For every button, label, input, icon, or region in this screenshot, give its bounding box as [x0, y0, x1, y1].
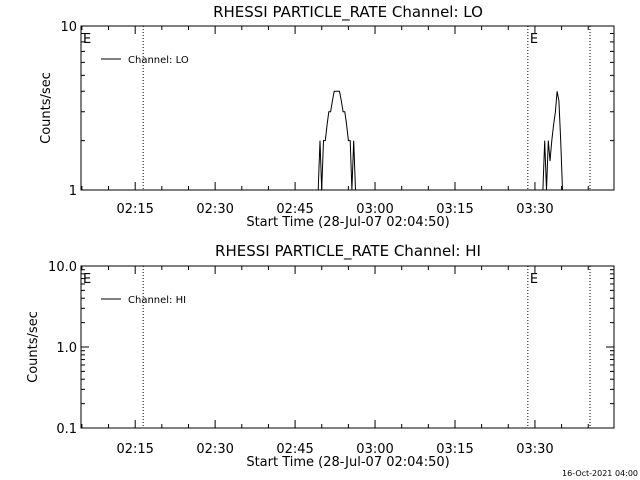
- chart-title: RHESSI PARTICLE_RATE Channel: LO: [213, 3, 483, 22]
- x-tick-label: 03:15: [436, 202, 473, 217]
- x-tick-label: 03:30: [516, 202, 553, 217]
- plot-frame: [80, 265, 615, 429]
- event-marker-label: E: [530, 32, 538, 47]
- event-marker-label: E: [83, 272, 91, 287]
- legend-label: Channel: LO: [128, 55, 189, 66]
- y-tick-label: 1: [69, 184, 77, 199]
- x-tick-label: 02:30: [196, 202, 233, 217]
- series-group: [317, 90, 566, 191]
- event-marker-label: E: [530, 272, 538, 287]
- x-tick-label: 02:45: [276, 202, 313, 217]
- y-axis-label: Counts/sec: [39, 72, 54, 144]
- chart-title: RHESSI PARTICLE_RATE Channel: HI: [215, 242, 481, 261]
- axis-ticks: 02:15 02:30 02:45 03:00 03:15 03:30 0.1 1.0 10.0: [48, 260, 614, 457]
- x-tick-label: 03:00: [356, 442, 393, 457]
- x-tick-label: 03:00: [356, 202, 393, 217]
- footer-timestamp: 16-Oct-2021 04:00: [562, 469, 638, 478]
- legend: Channel: LO: [101, 55, 189, 66]
- x-axis-label: Start Time (28-Jul-07 02:04:50): [246, 215, 449, 230]
- y-tick-label: 10: [60, 20, 77, 35]
- x-tick-label: 03:15: [436, 442, 473, 457]
- x-tick-label: 02:45: [276, 442, 313, 457]
- chart-panel-lo: RHESSI PARTICLE_RATE Channel: LO Start T…: [39, 3, 615, 230]
- x-tick-label: 02:30: [196, 442, 233, 457]
- y-tick-label: 10.0: [48, 260, 77, 275]
- event-marker-label: E: [83, 32, 91, 47]
- y-tick-label: 0.1: [56, 422, 77, 437]
- x-tick-label: 02:15: [116, 202, 153, 217]
- x-axis-label: Start Time (28-Jul-07 02:04:50): [246, 455, 449, 470]
- legend-label: Channel: HI: [128, 295, 186, 306]
- series-line: [317, 90, 566, 191]
- x-tick-label: 03:30: [516, 442, 553, 457]
- axis-ticks: 02:15 02:30 02:45 03:00 03:15 03:30 1 10: [60, 20, 614, 217]
- y-axis-label: Counts/sec: [26, 311, 41, 383]
- chart-panel-hi: RHESSI PARTICLE_RATE Channel: HI Start T…: [26, 242, 615, 470]
- y-tick-label: 1.0: [56, 341, 77, 356]
- x-tick-label: 02:15: [116, 442, 153, 457]
- plot-frame: [80, 25, 615, 191]
- legend: Channel: HI: [101, 295, 186, 306]
